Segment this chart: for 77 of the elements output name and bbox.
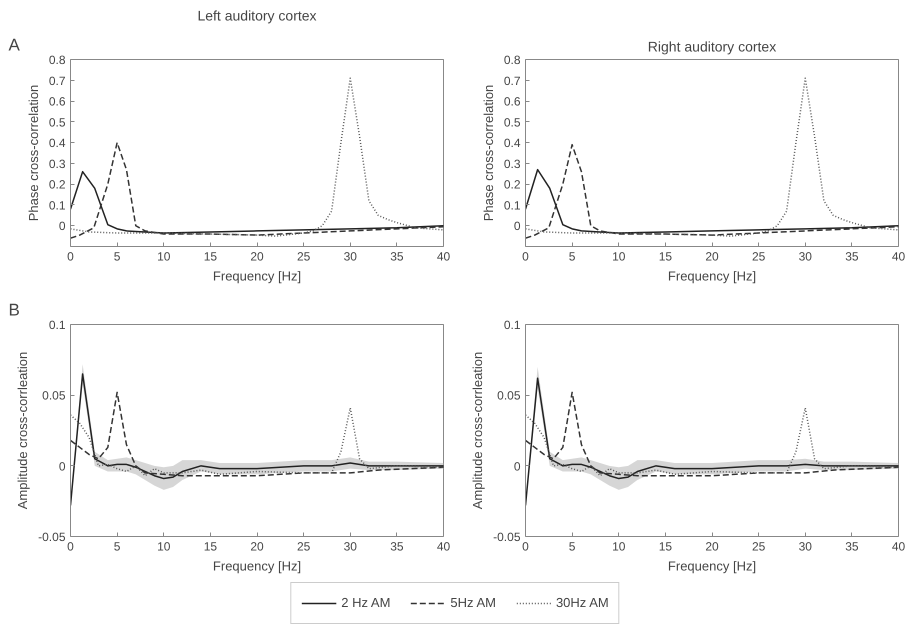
y-tick-label: 0.05 [497,388,521,403]
x-tick-label: 30 [798,250,812,264]
y-tick-label: 0.8 [48,53,66,67]
x-tick-label: 10 [612,540,626,554]
x-axis-title: Frequency [Hz] [212,558,302,574]
y-tick-label: 0.3 [504,156,521,171]
x-tick-label: 30 [344,250,358,264]
x-tick-label: 5 [114,250,121,264]
y-tick-label: 0.2 [48,178,66,192]
x-tick-label: 5 [114,540,121,554]
x-axis-title: Frequency [Hz] [668,558,756,574]
x-tick-label: 35 [390,540,404,554]
x-tick-label: 0 [67,250,74,264]
y-tick-label: 0 [514,459,521,474]
x-tick-label: 25 [296,540,311,554]
x-tick-label: 15 [658,250,672,264]
x-tick-label: 15 [204,540,218,554]
x-tick-label: 20 [250,540,264,554]
x-tick-label: 25 [752,540,766,554]
x-tick-label: 25 [752,250,766,264]
x-tick-label: 5 [568,540,576,554]
x-tick-label: 5 [568,250,576,264]
text: A [8,36,20,54]
y-tick-label: 0.8 [504,53,521,67]
x-tick-label: 10 [157,540,171,554]
x-tick-label: 15 [658,540,672,554]
y-tick-label: 0.7 [504,74,521,88]
y-tick-label: 0.2 [504,178,521,192]
y-tick-label: -0.05 [493,530,521,544]
y-axis-title: Phase cross-correlation [480,84,496,222]
y-tick-label: 0.5 [504,115,521,130]
x-tick-label: 15 [204,250,218,264]
legend-label: 2 Hz AM [341,595,390,610]
x-tick-label: 40 [892,250,906,264]
x-tick-label: 20 [250,250,264,264]
x-axis-title: Frequency [Hz] [212,268,302,284]
x-tick-label: 35 [390,250,404,264]
y-axis-title: Amplitude cross-corrleation [470,352,486,510]
x-tick-label: 0 [67,540,74,554]
y-axis-title: Amplitude cross-corrleation [15,352,30,510]
x-tick-label: 35 [845,250,859,264]
y-tick-label: 0.6 [48,94,66,109]
x-tick-label: 25 [296,250,311,264]
y-tick-label: 0 [58,459,66,474]
x-tick-label: 10 [612,250,626,264]
x-tick-label: 20 [705,540,719,554]
chart-title: Right auditory cortex [648,38,776,54]
x-tick-label: 20 [705,250,719,264]
legend-label: 5Hz AM [450,595,496,610]
x-tick-label: 10 [157,250,171,264]
y-tick-label: 0.3 [48,156,66,171]
y-tick-label: 0.6 [504,94,521,109]
x-tick-label: 0 [522,540,530,554]
y-tick-label: 0.1 [504,198,521,212]
y-axis-title: Phase cross-correlation [26,84,41,222]
y-tick-label: 0.1 [48,318,66,332]
x-tick-label: 0 [522,250,530,264]
x-axis-title: Frequency [Hz] [668,268,756,284]
y-tick-label: -0.05 [38,530,66,544]
y-tick-label: 0.05 [42,388,66,403]
x-tick-label: 40 [892,540,906,554]
x-tick-label: 40 [436,540,450,554]
y-tick-label: 0.5 [48,115,66,130]
legend-label: 30Hz AM [556,595,609,610]
y-tick-label: 0.4 [504,136,521,150]
x-tick-label: 30 [798,540,812,554]
y-tick-label: 0.1 [48,198,66,212]
x-tick-label: 30 [344,540,358,554]
y-tick-label: 0 [58,219,66,234]
y-tick-label: 0.4 [48,136,66,150]
y-tick-label: 0.7 [48,74,66,88]
x-tick-label: 35 [845,540,859,554]
x-tick-label: 40 [436,250,450,264]
y-tick-label: 0 [514,219,521,234]
chart-title: Left auditory cortex [197,8,317,24]
y-tick-label: 0.1 [504,318,521,332]
text: B [8,300,20,320]
